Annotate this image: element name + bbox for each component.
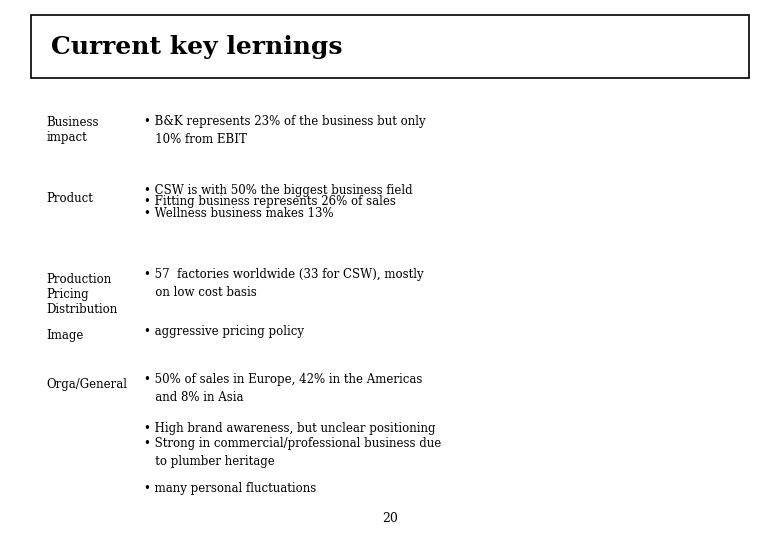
Text: • 57  factories worldwide (33 for CSW), mostly
   on low cost basis: • 57 factories worldwide (33 for CSW), m… [144, 268, 424, 299]
Text: Current key lernings: Current key lernings [51, 35, 342, 59]
Text: • High brand awareness, but unclear positioning: • High brand awareness, but unclear posi… [144, 422, 436, 435]
Text: COMPANIES: COMPANIES [678, 515, 732, 523]
FancyBboxPatch shape [31, 15, 749, 78]
Text: Orga/General: Orga/General [47, 378, 128, 391]
Text: AMERICAN: AMERICAN [680, 485, 730, 494]
Text: STANDARD: STANDARD [681, 497, 729, 505]
Text: Image: Image [47, 329, 84, 342]
Text: 20: 20 [382, 512, 398, 525]
Text: —: — [701, 505, 709, 513]
Text: • many personal fluctuations: • many personal fluctuations [144, 482, 317, 495]
Text: • Wellness business makes 13%: • Wellness business makes 13% [144, 207, 334, 220]
Text: Business
impact: Business impact [47, 116, 99, 144]
Text: • CSW is with 50% the biggest business field: • CSW is with 50% the biggest business f… [144, 184, 413, 197]
Text: Production
Pricing
Distribution: Production Pricing Distribution [47, 273, 118, 316]
Text: • Strong in commercial/professional business due
   to plumber heritage: • Strong in commercial/professional busi… [144, 437, 441, 468]
Text: • 50% of sales in Europe, 42% in the Americas
   and 8% in Asia: • 50% of sales in Europe, 42% in the Ame… [144, 373, 423, 403]
Text: • aggressive pricing policy: • aggressive pricing policy [144, 325, 304, 338]
Text: • B&K represents 23% of the business but only
   10% from EBIT: • B&K represents 23% of the business but… [144, 115, 426, 146]
Text: • Fitting business represents 26% of sales: • Fitting business represents 26% of sal… [144, 195, 396, 208]
Text: Product: Product [47, 192, 94, 205]
